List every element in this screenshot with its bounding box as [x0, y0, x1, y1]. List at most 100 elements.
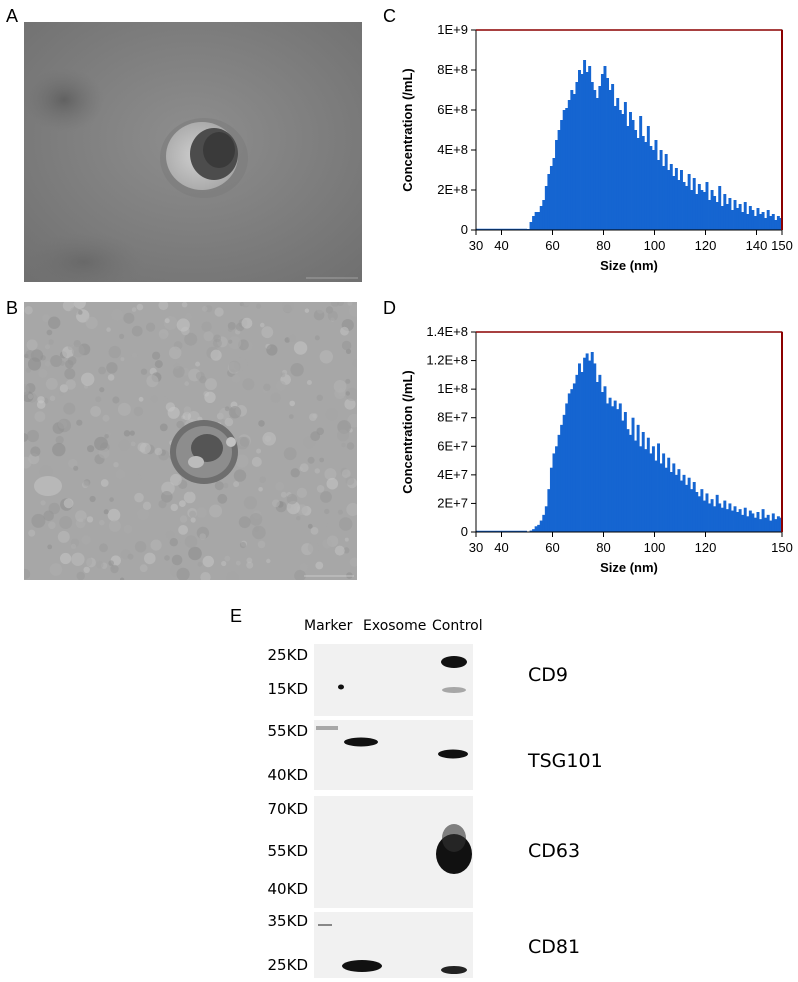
histogram-bar — [776, 216, 780, 230]
histogram-bar — [708, 200, 711, 230]
histogram-bar — [598, 374, 602, 532]
y-tick-label: 8E+8 — [437, 62, 468, 77]
histogram-bar — [613, 106, 617, 230]
histogram-bar — [746, 516, 750, 532]
histogram-bar — [560, 424, 564, 532]
x-tick-label: 80 — [596, 238, 610, 253]
histogram-bar — [687, 174, 691, 230]
histogram-bar — [685, 186, 689, 230]
x-tick-label: 30 — [469, 540, 483, 555]
tem-image-a: 100nm — [24, 22, 362, 282]
histogram-bar — [608, 90, 612, 230]
histogram-bar — [702, 500, 706, 532]
histogram-bar — [575, 374, 579, 532]
histogram-bar — [710, 499, 714, 532]
histogram-bar — [542, 200, 546, 230]
blot-strip-tsg101 — [314, 720, 473, 790]
histogram-bar — [776, 516, 780, 532]
histogram-bar — [728, 198, 732, 230]
histogram-bar — [697, 184, 701, 230]
mw-marker-cd63-top: 70KD — [267, 800, 308, 818]
histogram-bar — [621, 420, 625, 532]
histogram-bar — [621, 114, 625, 230]
histogram-bar — [669, 472, 673, 532]
histogram-bar — [677, 469, 681, 532]
histogram-bar — [736, 512, 740, 532]
histogram-bar — [616, 409, 620, 532]
mw-marker-tsg101-bottom: 40KD — [267, 766, 308, 784]
histogram-bar — [718, 186, 722, 230]
histogram-bar — [715, 202, 719, 230]
histogram-bar — [646, 126, 650, 230]
histogram-bar — [616, 98, 620, 230]
histogram-bar — [544, 186, 548, 230]
histogram-bar — [659, 463, 663, 532]
y-tick-label: 6E+7 — [437, 438, 468, 453]
histogram-bar — [664, 467, 668, 532]
histogram-bar — [759, 519, 762, 532]
lane-header-control: Control — [432, 618, 483, 634]
histogram-bar — [779, 517, 783, 532]
histogram-bar — [771, 513, 775, 532]
nta-histogram-c: 0 2E+8 4E+8 6E+8 8E+8 1E+9 30 40 60 80 100 120 140 15… — [400, 22, 793, 273]
histogram-bar — [572, 383, 576, 532]
histogram-bar — [682, 474, 686, 532]
x-tick-label: 120 — [695, 540, 717, 555]
histogram-bar — [588, 360, 592, 532]
histogram-bar — [593, 90, 597, 230]
histogram-bar — [700, 190, 704, 230]
mw-marker-cd9-bottom: 15KD — [267, 680, 308, 698]
x-tick-label: 140 — [746, 238, 768, 253]
histogram-bar — [580, 74, 584, 230]
histogram-bar — [705, 182, 709, 230]
nta-chart-d: 0 2E+7 4E+7 6E+7 8E+7 1E+8 1.2E+8 1.4E+8 30 40 60 8… — [394, 322, 794, 592]
histogram-bar — [578, 363, 581, 532]
blot-strip-cd81 — [314, 912, 473, 978]
histogram-bar — [585, 72, 589, 230]
histogram-bar — [534, 526, 538, 532]
histogram-bar — [774, 220, 778, 230]
histogram-bar — [761, 212, 765, 230]
y-tick-label: 0 — [461, 222, 468, 237]
histogram-bar — [687, 477, 691, 532]
x-axis-label: Size (nm) — [600, 560, 658, 575]
histogram-bar — [690, 489, 694, 532]
histogram-bar — [723, 500, 727, 532]
histogram-bar — [623, 412, 627, 532]
histogram-bar — [657, 443, 660, 532]
panel-label-d: D — [383, 298, 396, 318]
x-tick-label: 80 — [596, 540, 610, 555]
lane-header-marker: Marker — [304, 618, 353, 634]
histogram-bar — [680, 170, 683, 230]
histogram-bar — [764, 517, 768, 532]
histogram-bar — [713, 506, 717, 532]
histogram-bar — [639, 446, 643, 532]
histogram-bar — [680, 480, 683, 532]
histogram-bar — [654, 140, 658, 230]
blot-strip-cd9 — [314, 644, 473, 716]
histogram-bar — [539, 520, 543, 532]
x-tick-label: 60 — [545, 238, 559, 253]
histogram-bar — [529, 222, 533, 230]
histogram-bar — [702, 192, 706, 230]
histogram-bar — [769, 520, 773, 532]
y-tick-label: 6E+8 — [437, 102, 468, 117]
blot-strip-cd63 — [314, 796, 473, 908]
histogram-bar — [720, 507, 724, 532]
histogram-bar — [685, 484, 689, 532]
histogram-bar — [608, 397, 612, 532]
histogram-bar — [682, 182, 686, 230]
tem-image-b: 100nm — [24, 302, 357, 580]
histogram-bar — [646, 437, 650, 532]
y-tick-label: 1E+8 — [437, 381, 468, 396]
histogram-bar — [746, 214, 750, 230]
histogram-bar — [629, 112, 632, 230]
histogram-bar — [720, 206, 724, 230]
histogram-bar — [626, 429, 630, 532]
histogram-bar — [544, 506, 548, 532]
histogram-bar — [743, 507, 747, 532]
histogram-bar — [636, 424, 640, 532]
histogram-bar — [674, 474, 678, 532]
histogram-bar — [572, 94, 576, 230]
histogram-bar — [766, 514, 770, 532]
